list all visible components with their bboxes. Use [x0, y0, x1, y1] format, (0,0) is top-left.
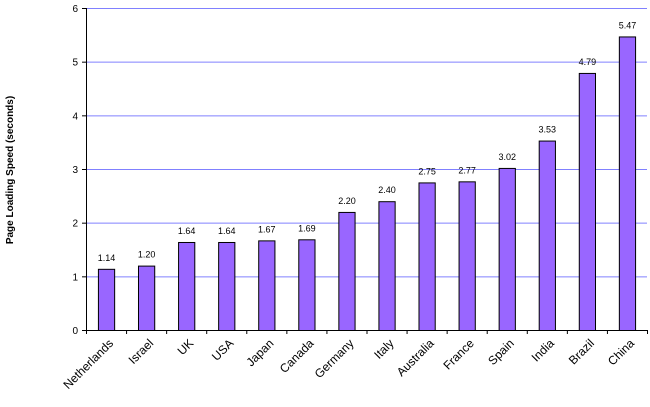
y-tick-label-6: 6: [72, 4, 78, 15]
data-label-japan: 1.67: [258, 224, 276, 234]
gridlines: [86, 8, 647, 278]
data-label-france: 2.77: [458, 165, 476, 175]
data-label-netherlands: 1.14: [98, 253, 116, 263]
y-axis-title: Page Loading Speed (seconds): [5, 96, 16, 244]
x-tick-label-spain: Spain: [485, 336, 517, 368]
data-label-australia: 2.75: [418, 166, 436, 176]
x-tick-label-uk: UK: [175, 336, 197, 358]
bar-japan: [258, 240, 276, 331]
x-tick-label-germany: Germany: [312, 336, 357, 381]
x-tick-label-brazil: Brazil: [566, 336, 597, 367]
y-tick-label-3: 3: [72, 165, 78, 176]
data-label-spain: 3.02: [498, 152, 516, 162]
data-label-israel: 1.20: [138, 250, 156, 260]
bar-germany: [338, 211, 356, 331]
data-label-germany: 2.20: [338, 196, 356, 206]
data-label-usa: 1.64: [218, 226, 236, 236]
data-label-india: 3.53: [539, 125, 557, 135]
x-tick-label-netherlands: Netherlands: [60, 336, 116, 392]
x-tick-label-france: France: [440, 336, 477, 373]
data-label-canada: 1.69: [298, 223, 316, 233]
x-tick-label-israel: Israel: [126, 336, 157, 367]
bar-uk: [178, 241, 196, 331]
x-tick-label-australia: Australia: [394, 336, 437, 379]
x-tick-label-canada: Canada: [277, 336, 317, 376]
bar-spain: [498, 167, 516, 331]
bar-india: [538, 140, 556, 331]
bar-usa: [218, 241, 236, 331]
bar-italy: [378, 201, 396, 331]
data-label-brazil: 4.79: [579, 57, 597, 67]
bar-canada: [298, 239, 316, 331]
axes: [82, 8, 648, 334]
bar-netherlands: [97, 268, 116, 332]
bar-brazil: [578, 72, 597, 331]
bars: [97, 36, 637, 332]
bar-china: [618, 36, 637, 332]
bar-australia: [418, 182, 436, 331]
x-tick-label-china: China: [605, 336, 637, 368]
y-tick-label-1: 1: [72, 272, 78, 283]
y-tick-label-0: 0: [72, 326, 78, 337]
y-tick-label-5: 5: [72, 58, 78, 69]
data-label-china: 5.47: [619, 20, 637, 30]
bar-france: [458, 181, 476, 331]
data-label-italy: 2.40: [378, 185, 396, 195]
bar-israel: [137, 265, 156, 332]
y-tick-label-4: 4: [72, 111, 78, 122]
y-tick-label-2: 2: [72, 219, 78, 230]
x-tick-label-india: India: [529, 336, 558, 365]
data-label-uk: 1.64: [178, 226, 196, 236]
x-tick-label-japan: Japan: [243, 336, 276, 369]
x-tick-label-italy: Italy: [371, 336, 396, 361]
x-tick-label-usa: USA: [209, 336, 236, 363]
